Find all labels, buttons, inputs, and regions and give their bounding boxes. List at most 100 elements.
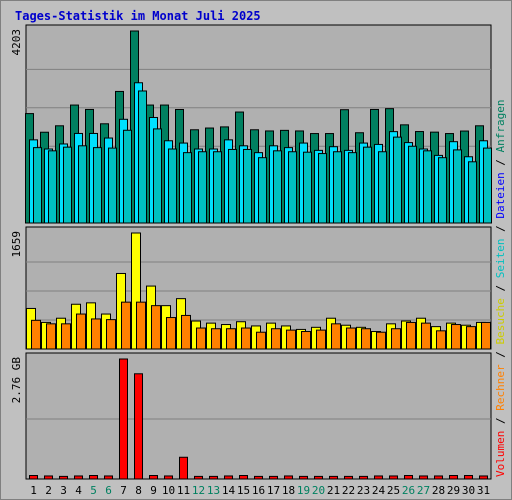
legend-entry: Rechner [494,364,507,411]
bar-seiten-day-27 [423,150,432,224]
bar-seiten-day-12 [198,151,207,224]
x-tick-label: 12 [192,484,205,497]
bar-volumen-day-14 [224,475,233,480]
x-tick-label: 16 [252,484,265,497]
bar-volumen-day-9 [149,475,158,480]
x-tick-label: 1 [30,484,37,497]
legend-separator: / [494,152,507,172]
bar-rechner-day-1 [31,319,41,350]
bar-seiten-day-19 [303,151,312,224]
y-max-label: 1659 [10,231,23,258]
bar-volumen-day-23 [359,475,368,480]
bar-volumen-day-15 [239,475,248,480]
legend-separator: / [494,411,507,431]
x-tick-label: 9 [150,484,157,497]
bar-seiten-day-13 [213,151,222,224]
bar-rechner-day-7 [121,301,131,350]
x-tick-label: 26 [402,484,415,497]
bar-rechner-day-23 [361,328,371,350]
bar-volumen-day-13 [209,475,218,480]
x-tick-label: 7 [120,484,127,497]
legend-entry: Volumen [494,431,507,477]
bar-seiten-day-4 [78,145,87,224]
bar-volumen-day-22 [344,475,353,480]
x-tick-label: 8 [135,484,142,497]
x-tick-label: 18 [282,484,295,497]
legend-separator: / [494,345,507,365]
bar-volumen-day-4 [74,475,83,480]
bar-seiten-day-14 [228,148,237,224]
bar-volumen-day-19 [299,475,308,480]
bar-rechner-day-17 [271,328,281,350]
chart-title: Tages-Statistik im Monat Juli 2025 [15,9,261,23]
legend-entry: Dateien [494,172,507,218]
bar-seiten-day-26 [408,145,417,224]
bar-rechner-day-26 [406,321,416,350]
x-tick-label: 15 [237,484,250,497]
legend-entry: Anfragen [494,99,507,152]
bar-volumen-day-8 [134,373,143,480]
bar-rechner-day-8 [136,301,146,350]
bar-rechner-day-4 [76,313,86,350]
bar-rechner-day-19 [301,331,311,350]
bar-seiten-day-1 [33,147,42,224]
x-tick-label: 21 [327,484,340,497]
bar-seiten-day-5 [93,147,102,224]
bar-seiten-day-21 [333,151,342,224]
bar-rechner-day-16 [256,331,266,350]
bar-seiten-day-18 [288,151,297,224]
bar-volumen-day-27 [419,475,428,480]
bar-volumen-day-29 [449,475,458,480]
bar-rechner-day-15 [241,327,251,350]
bar-seiten-day-24 [378,151,387,224]
bar-seiten-day-2 [48,150,57,224]
x-tick-label: 24 [372,484,386,497]
bar-seiten-day-25 [393,136,402,224]
bar-rechner-day-5 [91,318,101,350]
x-tick-label: 14 [222,484,236,497]
bar-volumen-day-25 [389,475,398,480]
legend-separator: / [494,219,507,239]
bar-rechner-day-18 [286,329,296,350]
bar-volumen-day-2 [44,475,53,480]
bar-seiten-day-7 [123,129,132,224]
bar-rechner-day-24 [376,331,386,350]
x-tick-label: 29 [447,484,460,497]
bar-seiten-day-31 [483,147,492,224]
x-tick-label: 25 [387,484,400,497]
x-tick-label: 31 [477,484,490,497]
bar-rechner-day-30 [466,326,476,350]
x-tick-label: 30 [462,484,475,497]
bar-volumen-day-12 [194,475,203,480]
bar-rechner-day-27 [421,322,431,350]
bar-seiten-day-9 [153,128,162,224]
bar-volumen-day-16 [254,475,263,480]
bar-volumen-day-5 [89,475,98,480]
bar-volumen-day-3 [59,475,68,480]
bar-rechner-day-11 [181,314,191,350]
x-tick-label: 6 [105,484,112,497]
bar-rechner-day-13 [211,328,221,350]
bar-volumen-day-17 [269,475,278,480]
bar-rechner-day-14 [226,328,236,350]
y-max-label: 4203 [10,29,23,56]
bar-seiten-day-28 [438,157,447,224]
bar-seiten-day-17 [273,150,282,224]
bar-volumen-day-31 [479,475,488,480]
bar-seiten-day-15 [243,148,252,224]
bar-seiten-day-16 [258,157,267,224]
bar-seiten-day-20 [318,153,327,224]
x-tick-label: 27 [417,484,430,497]
legend-separator: / [494,278,507,298]
bar-rechner-day-25 [391,328,401,350]
bar-volumen-day-11 [179,456,188,480]
bar-volumen-day-24 [374,475,383,480]
x-tick-label: 2 [45,484,52,497]
panel-volumen: 2.76 GB [10,352,492,480]
bar-volumen-day-18 [284,475,293,480]
bar-volumen-day-21 [329,475,338,480]
legend-entry: Besuche [494,298,507,344]
bar-volumen-day-1 [29,475,38,480]
